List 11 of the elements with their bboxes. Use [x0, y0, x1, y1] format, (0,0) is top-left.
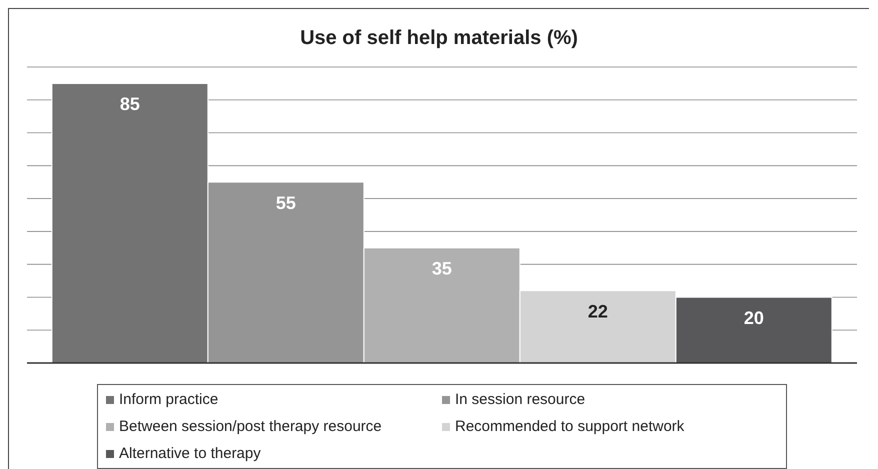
legend-label: Alternative to therapy: [119, 445, 261, 462]
data-label: 35: [432, 258, 452, 279]
data-label: 20: [744, 308, 764, 328]
data-label: 55: [276, 192, 296, 213]
legend-label: Between session/post therapy resource: [119, 418, 382, 435]
legend-label: Recommended to support network: [455, 418, 684, 435]
chart-title: Use of self help materials (%): [299, 26, 579, 51]
legend-label: Inform practice: [119, 391, 218, 408]
legend-label: In session resource: [455, 391, 586, 408]
data-label: 22: [588, 301, 608, 322]
data-label: 85: [120, 94, 140, 114]
